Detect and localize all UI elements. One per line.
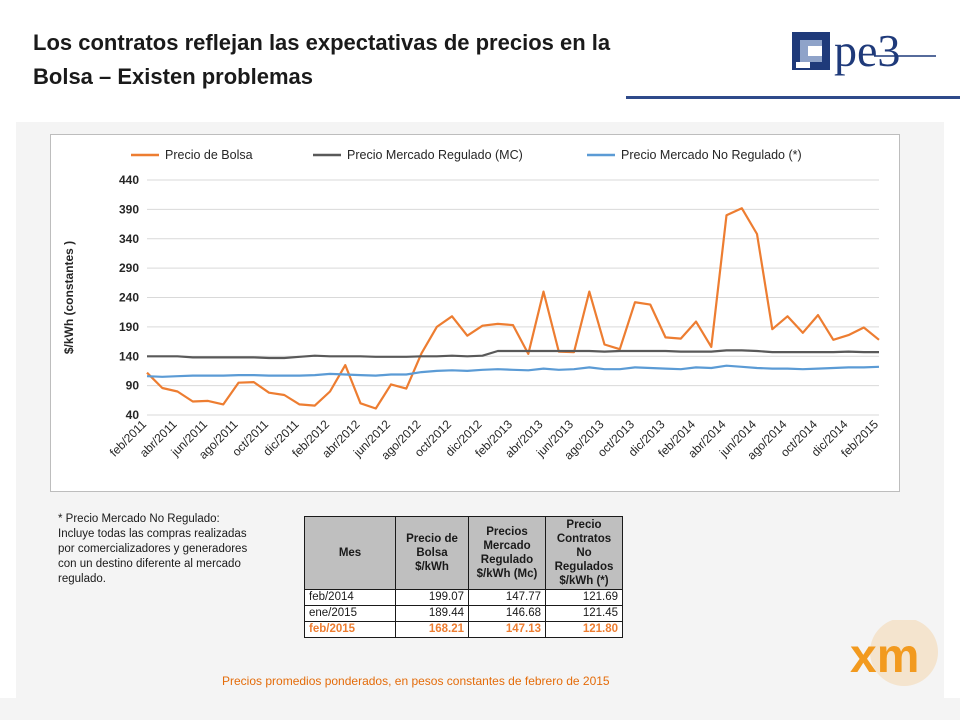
y-tick-label: 340 [119, 232, 139, 246]
y-tick-label: 40 [126, 408, 140, 422]
series-line [146, 364, 880, 378]
y-tick-label: 190 [119, 320, 139, 334]
line-chart: 40 90 140 190 240 290 340 390 440 $/kWh (constant… [62, 148, 881, 463]
table-cell-bolsa: 168.21 [395, 621, 469, 638]
table-cell-regulado: 147.13 [468, 621, 546, 638]
price-table: Mes Precio de Bolsa $/kWh Precios Mercad… [304, 516, 623, 638]
y-tick-label: 290 [119, 261, 139, 275]
slide-title-line1: Los contratos reflejan las expectativas … [33, 30, 611, 55]
y-tick-label: 440 [119, 173, 139, 187]
series-line [146, 207, 880, 410]
table-row-highlighted: feb/2015 168.21 147.13 121.80 [304, 621, 623, 638]
table-header-regulado: Precios Mercado Regulado $/kWh (Mc) [468, 516, 546, 590]
table-row: ene/2015 189.44 146.68 121.45 [304, 605, 623, 622]
table-cell-mes: feb/2014 [304, 589, 396, 606]
table-row: feb/2014 199.07 147.77 121.69 [304, 589, 623, 606]
table-header-bolsa: Precio de Bolsa $/kWh [395, 516, 469, 590]
pe3-logo-text: pe3 [834, 25, 900, 76]
slide-title-line2: Bolsa – Existen problemas [33, 64, 313, 89]
footnote-line: con un destino diferente al mercado [58, 558, 241, 570]
table-cell-mes: feb/2015 [304, 621, 396, 638]
table-cell-mes: ene/2015 [304, 605, 396, 622]
legend-label: Precio de Bolsa [165, 148, 253, 162]
xm-logo-text: xm [850, 630, 919, 683]
pe3-logo: pe3 [792, 25, 936, 76]
y-axis-label: $/kWh (constantes ) [62, 241, 76, 354]
footnote-line: por comercializadores y generadores [58, 543, 248, 555]
table-cell-no-regulado: 121.69 [545, 589, 623, 606]
xm-logo: xm [850, 620, 938, 686]
footnote: * Precio Mercado No Regulado: Incluye to… [58, 512, 298, 587]
table-cell-no-regulado: 121.80 [545, 621, 623, 638]
legend-label: Precio Mercado Regulado (MC) [347, 148, 523, 162]
table-cell-bolsa: 189.44 [395, 605, 469, 622]
table-header-mes: Mes [304, 516, 396, 590]
y-tick-label: 390 [119, 202, 139, 216]
y-tick-label: 140 [119, 349, 139, 363]
legend-label: Precio Mercado No Regulado (*) [621, 148, 802, 162]
title-underline [626, 96, 960, 99]
footnote-line: regulado. [58, 573, 106, 585]
table-cell-regulado: 147.77 [468, 589, 546, 606]
slide-title: Los contratos reflejan las expectativas … [33, 26, 753, 94]
y-tick-label: 90 [126, 379, 140, 393]
table-cell-bolsa: 199.07 [395, 589, 469, 606]
series-line [147, 349, 879, 360]
table-cell-regulado: 146.68 [468, 605, 546, 622]
chart-container: 40 90 140 190 240 290 340 390 440 $/kWh (constant… [50, 134, 900, 492]
chart-footer-note: Precios promedios ponderados, en pesos c… [222, 674, 610, 688]
table-header-no-regulado: Precio Contratos No Regulados $/kWh (*) [545, 516, 623, 590]
y-tick-label: 240 [119, 291, 139, 305]
bottom-bar [0, 698, 960, 720]
table-cell-no-regulado: 121.45 [545, 605, 623, 622]
footnote-line: Incluye todas las compras realizadas [58, 528, 247, 540]
footnote-line: * Precio Mercado No Regulado: [58, 513, 220, 525]
